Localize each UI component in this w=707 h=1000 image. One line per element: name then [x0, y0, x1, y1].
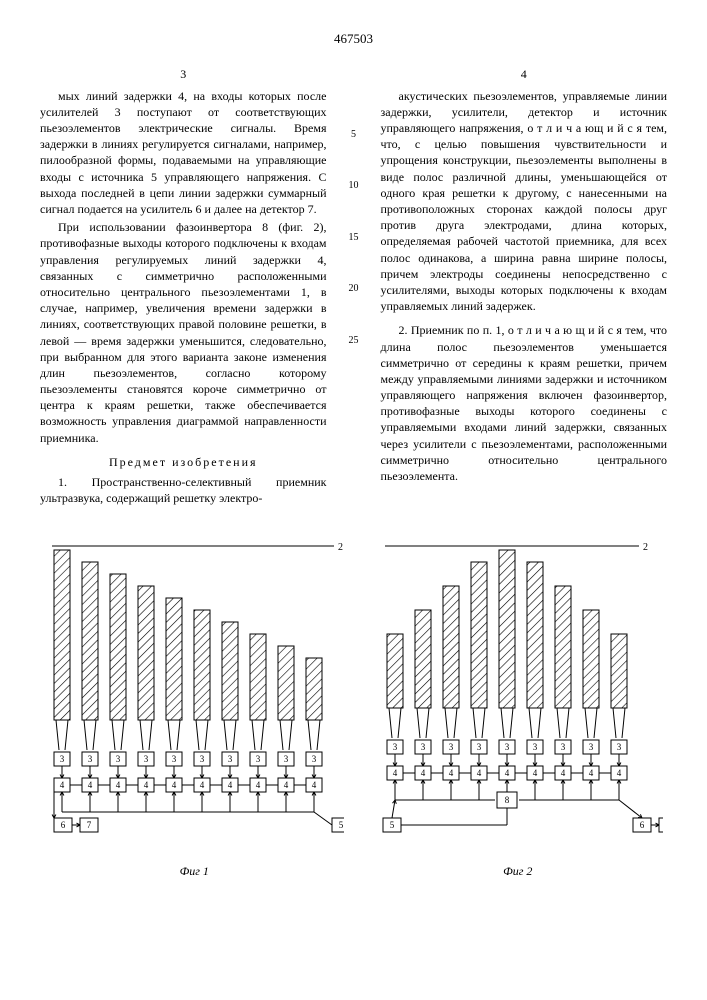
svg-text:4: 4	[617, 768, 622, 778]
figure-2-svg: 23434343434343434348567	[373, 532, 663, 852]
svg-text:5: 5	[339, 820, 344, 830]
left-col-number: 3	[40, 66, 327, 82]
svg-text:4: 4	[88, 780, 93, 790]
line-mark: 15	[349, 231, 359, 245]
svg-text:3: 3	[228, 754, 233, 764]
svg-text:3: 3	[505, 742, 510, 752]
svg-text:3: 3	[589, 742, 594, 752]
svg-text:4: 4	[200, 780, 205, 790]
svg-text:3: 3	[60, 754, 65, 764]
line-mark: 10	[349, 179, 359, 193]
svg-text:3: 3	[312, 754, 317, 764]
svg-text:4: 4	[533, 768, 538, 778]
svg-text:5: 5	[390, 820, 395, 830]
svg-text:4: 4	[421, 768, 426, 778]
figures-row: 2 3 4 3 4 3 4 3 4 3 4 3 4 3 4 3 4 3 4 3 4 5 6 7 Фиг 1 2 3 4 3 4 3 4 3 4…	[40, 532, 667, 878]
figure-1-caption: Фиг 1	[44, 863, 344, 879]
svg-text:3: 3	[477, 742, 482, 752]
right-column: 4 акустических пьезоэлементов, управляем…	[381, 66, 668, 509]
claim-text: 2. Приемник по п. 1, о т л и ч а ю щ и й…	[381, 322, 668, 484]
svg-text:4: 4	[60, 780, 65, 790]
svg-text:2: 2	[643, 542, 648, 553]
line-mark: 20	[349, 282, 359, 296]
svg-text:3: 3	[200, 754, 205, 764]
figure-1: 2 3 4 3 4 3 4 3 4 3 4 3 4 3 4 3 4 3 4 3 4 5 6 7 Фиг 1	[44, 532, 344, 878]
svg-text:3: 3	[617, 742, 622, 752]
svg-text:8: 8	[505, 795, 510, 805]
svg-text:3: 3	[256, 754, 261, 764]
svg-text:4: 4	[561, 768, 566, 778]
svg-text:3: 3	[284, 754, 289, 764]
svg-text:2: 2	[338, 542, 343, 553]
body-para: При использовании фазоинвертора 8 (фиг. …	[40, 219, 327, 446]
line-number-gutter: 5 10 15 20 25	[345, 66, 363, 509]
svg-text:3: 3	[172, 754, 177, 764]
svg-text:4: 4	[172, 780, 177, 790]
svg-text:3: 3	[449, 742, 454, 752]
svg-text:3: 3	[561, 742, 566, 752]
svg-text:6: 6	[61, 820, 66, 830]
svg-text:4: 4	[505, 768, 510, 778]
svg-text:4: 4	[284, 780, 289, 790]
claim-text: акустических пьезоэлементов, управляемые…	[381, 88, 668, 315]
figure-2-caption: Фиг 2	[373, 863, 663, 879]
svg-text:3: 3	[393, 742, 398, 752]
svg-text:3: 3	[144, 754, 149, 764]
two-column-text: 3 мых линий задержки 4, на входы которых…	[40, 66, 667, 509]
right-col-number: 4	[381, 66, 668, 82]
svg-text:3: 3	[421, 742, 426, 752]
svg-text:4: 4	[449, 768, 454, 778]
svg-text:3: 3	[116, 754, 121, 764]
svg-text:3: 3	[88, 754, 93, 764]
left-column: 3 мых линий задержки 4, на входы которых…	[40, 66, 327, 509]
body-para: мых линий задержки 4, на входы которых п…	[40, 88, 327, 218]
section-heading: Предмет изобретения	[40, 454, 327, 470]
svg-text:4: 4	[144, 780, 149, 790]
svg-text:3: 3	[533, 742, 538, 752]
figure-1-svg: 2 3 4 3 4 3 4 3 4 3 4 3 4 3 4 3 4 3 4 3 4 5 6 7	[44, 532, 344, 852]
line-mark: 5	[351, 128, 356, 142]
svg-text:4: 4	[393, 768, 398, 778]
doc-number: 467503	[40, 30, 667, 48]
svg-text:4: 4	[312, 780, 317, 790]
svg-text:7: 7	[87, 820, 92, 830]
svg-text:4: 4	[228, 780, 233, 790]
svg-text:6: 6	[640, 820, 645, 830]
svg-text:4: 4	[256, 780, 261, 790]
claim-text: 1. Пространственно-селективный приемник …	[40, 474, 327, 506]
svg-text:4: 4	[477, 768, 482, 778]
line-mark: 25	[349, 334, 359, 348]
figure-2: 23434343434343434348567 Фиг 2	[373, 532, 663, 878]
svg-text:4: 4	[589, 768, 594, 778]
svg-text:4: 4	[116, 780, 121, 790]
